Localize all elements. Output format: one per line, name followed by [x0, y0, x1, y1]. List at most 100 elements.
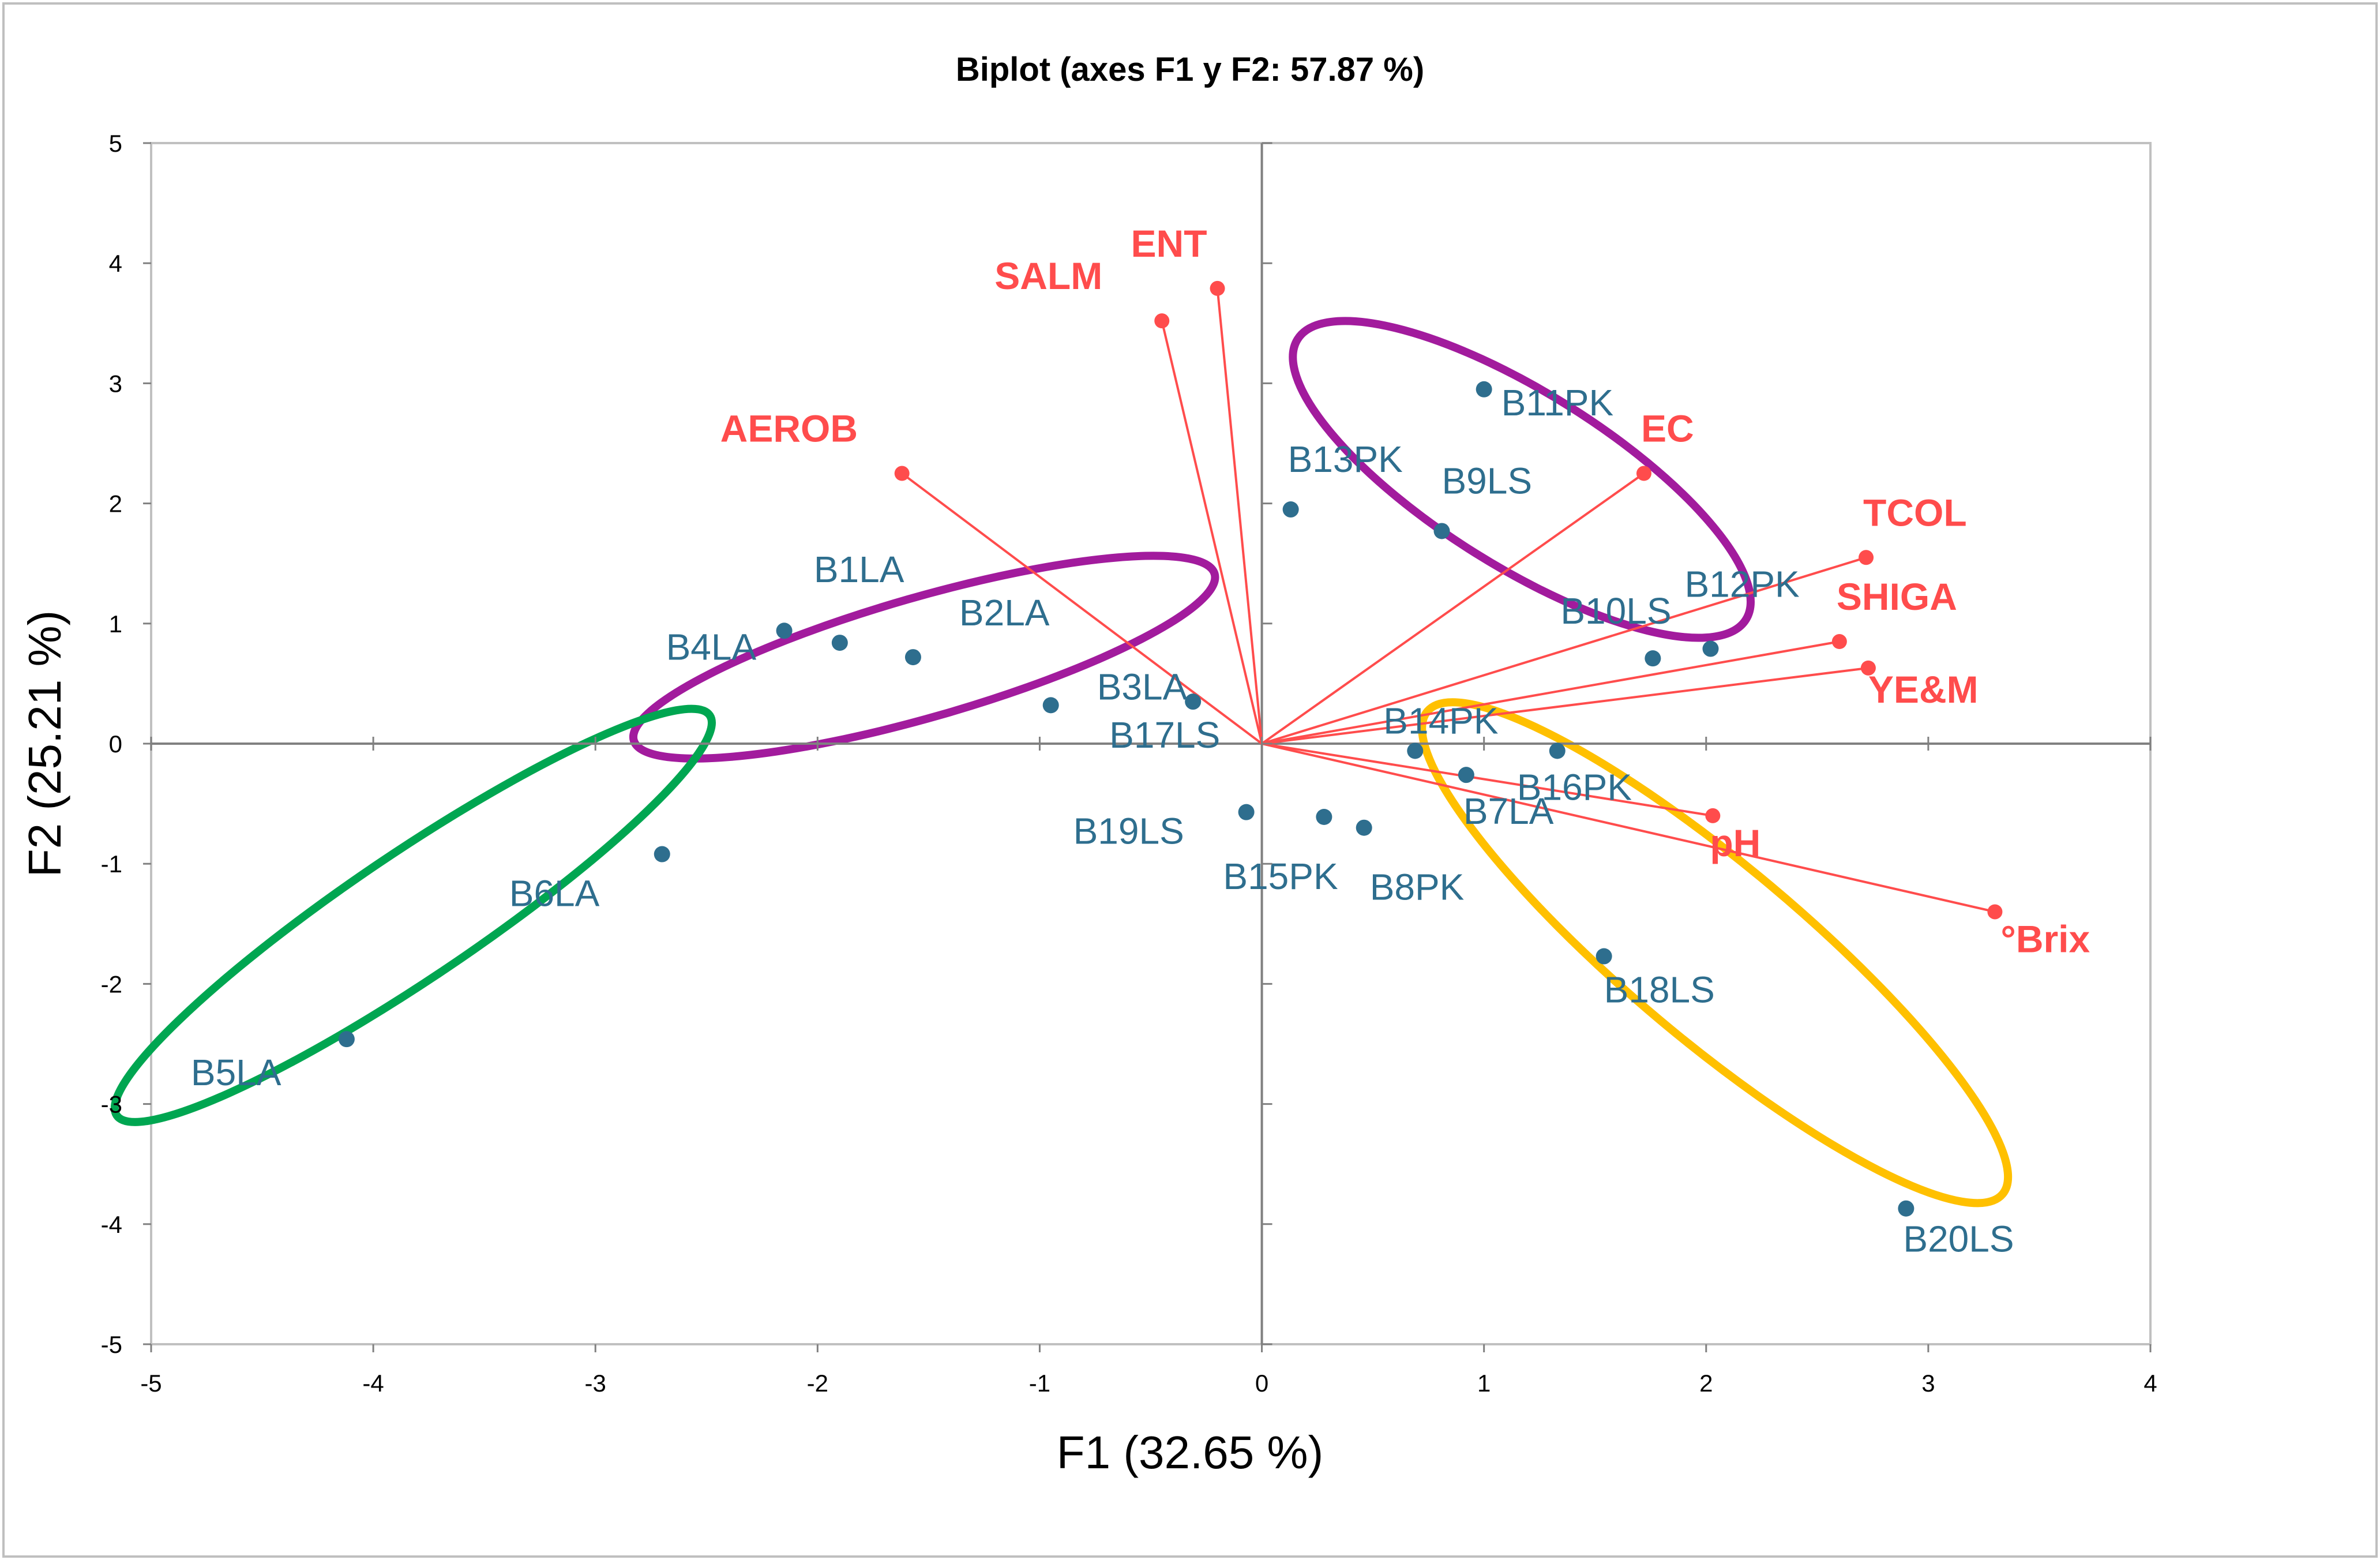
x-tick-label: 3 [1921, 1370, 1935, 1397]
variable-vector [1262, 640, 1840, 745]
group-ellipse-green [110, 704, 716, 1126]
y-tick-label: 0 [109, 730, 122, 757]
x-tick-label: -4 [362, 1370, 384, 1397]
x-tick-label: 4 [2143, 1370, 2157, 1397]
observation-label: B14PK [1383, 700, 1498, 741]
observation-point [1282, 501, 1299, 518]
variable-label: TCOL [1863, 491, 1967, 534]
observation-label: B2LA [959, 592, 1050, 633]
variable-vector [1262, 742, 1713, 817]
variable-point [1987, 904, 2003, 920]
variable-label: ENT [1131, 222, 1207, 265]
observation-label: B13PK [1288, 438, 1403, 480]
observation-label: B18LS [1604, 969, 1715, 1011]
observation-points: B1LA B2LA B3LA B4LA B5LA B6LA B7LA B8PK B9LS B10L… [191, 381, 2014, 1260]
observation-label: B15PK [1223, 856, 1338, 897]
x-tick-label: 1 [1477, 1370, 1491, 1397]
variable-point [894, 466, 910, 481]
observation-point [338, 1031, 355, 1048]
observation-label: B1LA [814, 549, 904, 590]
variable-label: SHIGA [1837, 575, 1957, 618]
x-tick-label: -5 [140, 1370, 162, 1397]
observation-label: B16PK [1517, 766, 1632, 808]
observation-point [1898, 1200, 1914, 1217]
x-tick-label: -1 [1029, 1370, 1050, 1397]
y-tick-label: -5 [101, 1331, 122, 1358]
chart-title: Biplot (axes F1 y F2: 57.87 %) [956, 51, 1424, 88]
variable-label: SALM [994, 254, 1102, 297]
observation-point [1356, 819, 1372, 836]
variable-vector [1261, 556, 1867, 745]
observation-point [1433, 523, 1450, 539]
y-tick-label: 5 [109, 130, 122, 157]
observation-point [1458, 767, 1474, 783]
variable-point [1831, 634, 1847, 650]
observation-label: B9LS [1441, 460, 1532, 501]
y-tick-label: -3 [101, 1091, 122, 1118]
observation-point [831, 635, 848, 651]
y-tick-label: 2 [109, 490, 122, 518]
variable-vector [1161, 320, 1263, 744]
observation-label: B20LS [1903, 1218, 2014, 1260]
variable-label: YE&M [1868, 668, 1979, 711]
observation-label: B19LS [1073, 811, 1184, 852]
variable-point [1860, 660, 1876, 676]
variable-vectors: ENT SALM AEROB EC TCOL SHIGA YE&M pH °Brix [720, 222, 2090, 961]
observation-label: B3LA [1097, 666, 1188, 707]
observation-point [1549, 742, 1566, 759]
variable-label: AEROB [720, 407, 858, 450]
axis-ticks: -5 -4 -3 -2 -1 0 1 2 3 4 -5 -4 -3 -2 -1 0 1 2 3 4 5 [101, 130, 2157, 1397]
observation-label: B5LA [191, 1052, 281, 1093]
variable-vector [1216, 288, 1263, 744]
observation-label: B17LS [1109, 714, 1220, 756]
x-tick-label: -3 [585, 1370, 606, 1397]
observation-point [1645, 650, 1661, 667]
observation-point [1407, 742, 1424, 759]
variable-vector [1262, 666, 1869, 745]
variable-point [1636, 466, 1651, 481]
x-tick-label: 2 [1699, 1370, 1713, 1397]
variable-vector [901, 472, 1263, 745]
observation-label: B11PK [1501, 382, 1614, 423]
observation-point [904, 649, 921, 666]
variable-label: pH [1710, 822, 1760, 864]
observation-label: B10LS [1560, 590, 1671, 632]
observation-point [1702, 640, 1719, 657]
variable-point [1705, 808, 1721, 823]
x-tick-label: 0 [1255, 1370, 1268, 1397]
y-tick-label: -2 [101, 970, 122, 997]
variable-point [1210, 280, 1225, 296]
x-axis-label: F1 (32.65 %) [1057, 1427, 1323, 1478]
observation-point [1238, 804, 1255, 820]
variable-vector [1262, 742, 1995, 913]
variable-label: EC [1641, 407, 1694, 450]
y-tick-label: 3 [109, 370, 122, 397]
observation-label: B8PK [1370, 867, 1465, 908]
group-ellipse-purple-left [629, 552, 1219, 763]
observation-point [1596, 948, 1612, 965]
y-tick-label: 1 [109, 610, 122, 638]
y-tick-label: -1 [101, 850, 122, 877]
observation-point [1185, 693, 1202, 710]
observation-point [654, 846, 670, 862]
y-axis-label: F2 (25.21 %) [19, 610, 70, 877]
group-ellipses [110, 317, 2013, 1208]
group-ellipse-purple-right [1289, 317, 1755, 642]
variable-label: °Brix [2000, 917, 2090, 960]
x-tick-label: -2 [807, 1370, 828, 1397]
observation-point [776, 622, 793, 639]
observation-point [1316, 809, 1332, 826]
observation-point [1042, 697, 1059, 714]
variable-point [1859, 550, 1874, 565]
variable-point [1154, 313, 1170, 329]
observation-label: B7LA [1463, 790, 1554, 832]
observation-label: B4LA [666, 626, 757, 667]
group-ellipse-yellow [1418, 698, 2013, 1208]
observation-label: B12PK [1684, 564, 1799, 605]
observation-point [1476, 381, 1492, 397]
y-tick-label: 4 [109, 250, 122, 277]
y-tick-label: -4 [101, 1211, 122, 1238]
